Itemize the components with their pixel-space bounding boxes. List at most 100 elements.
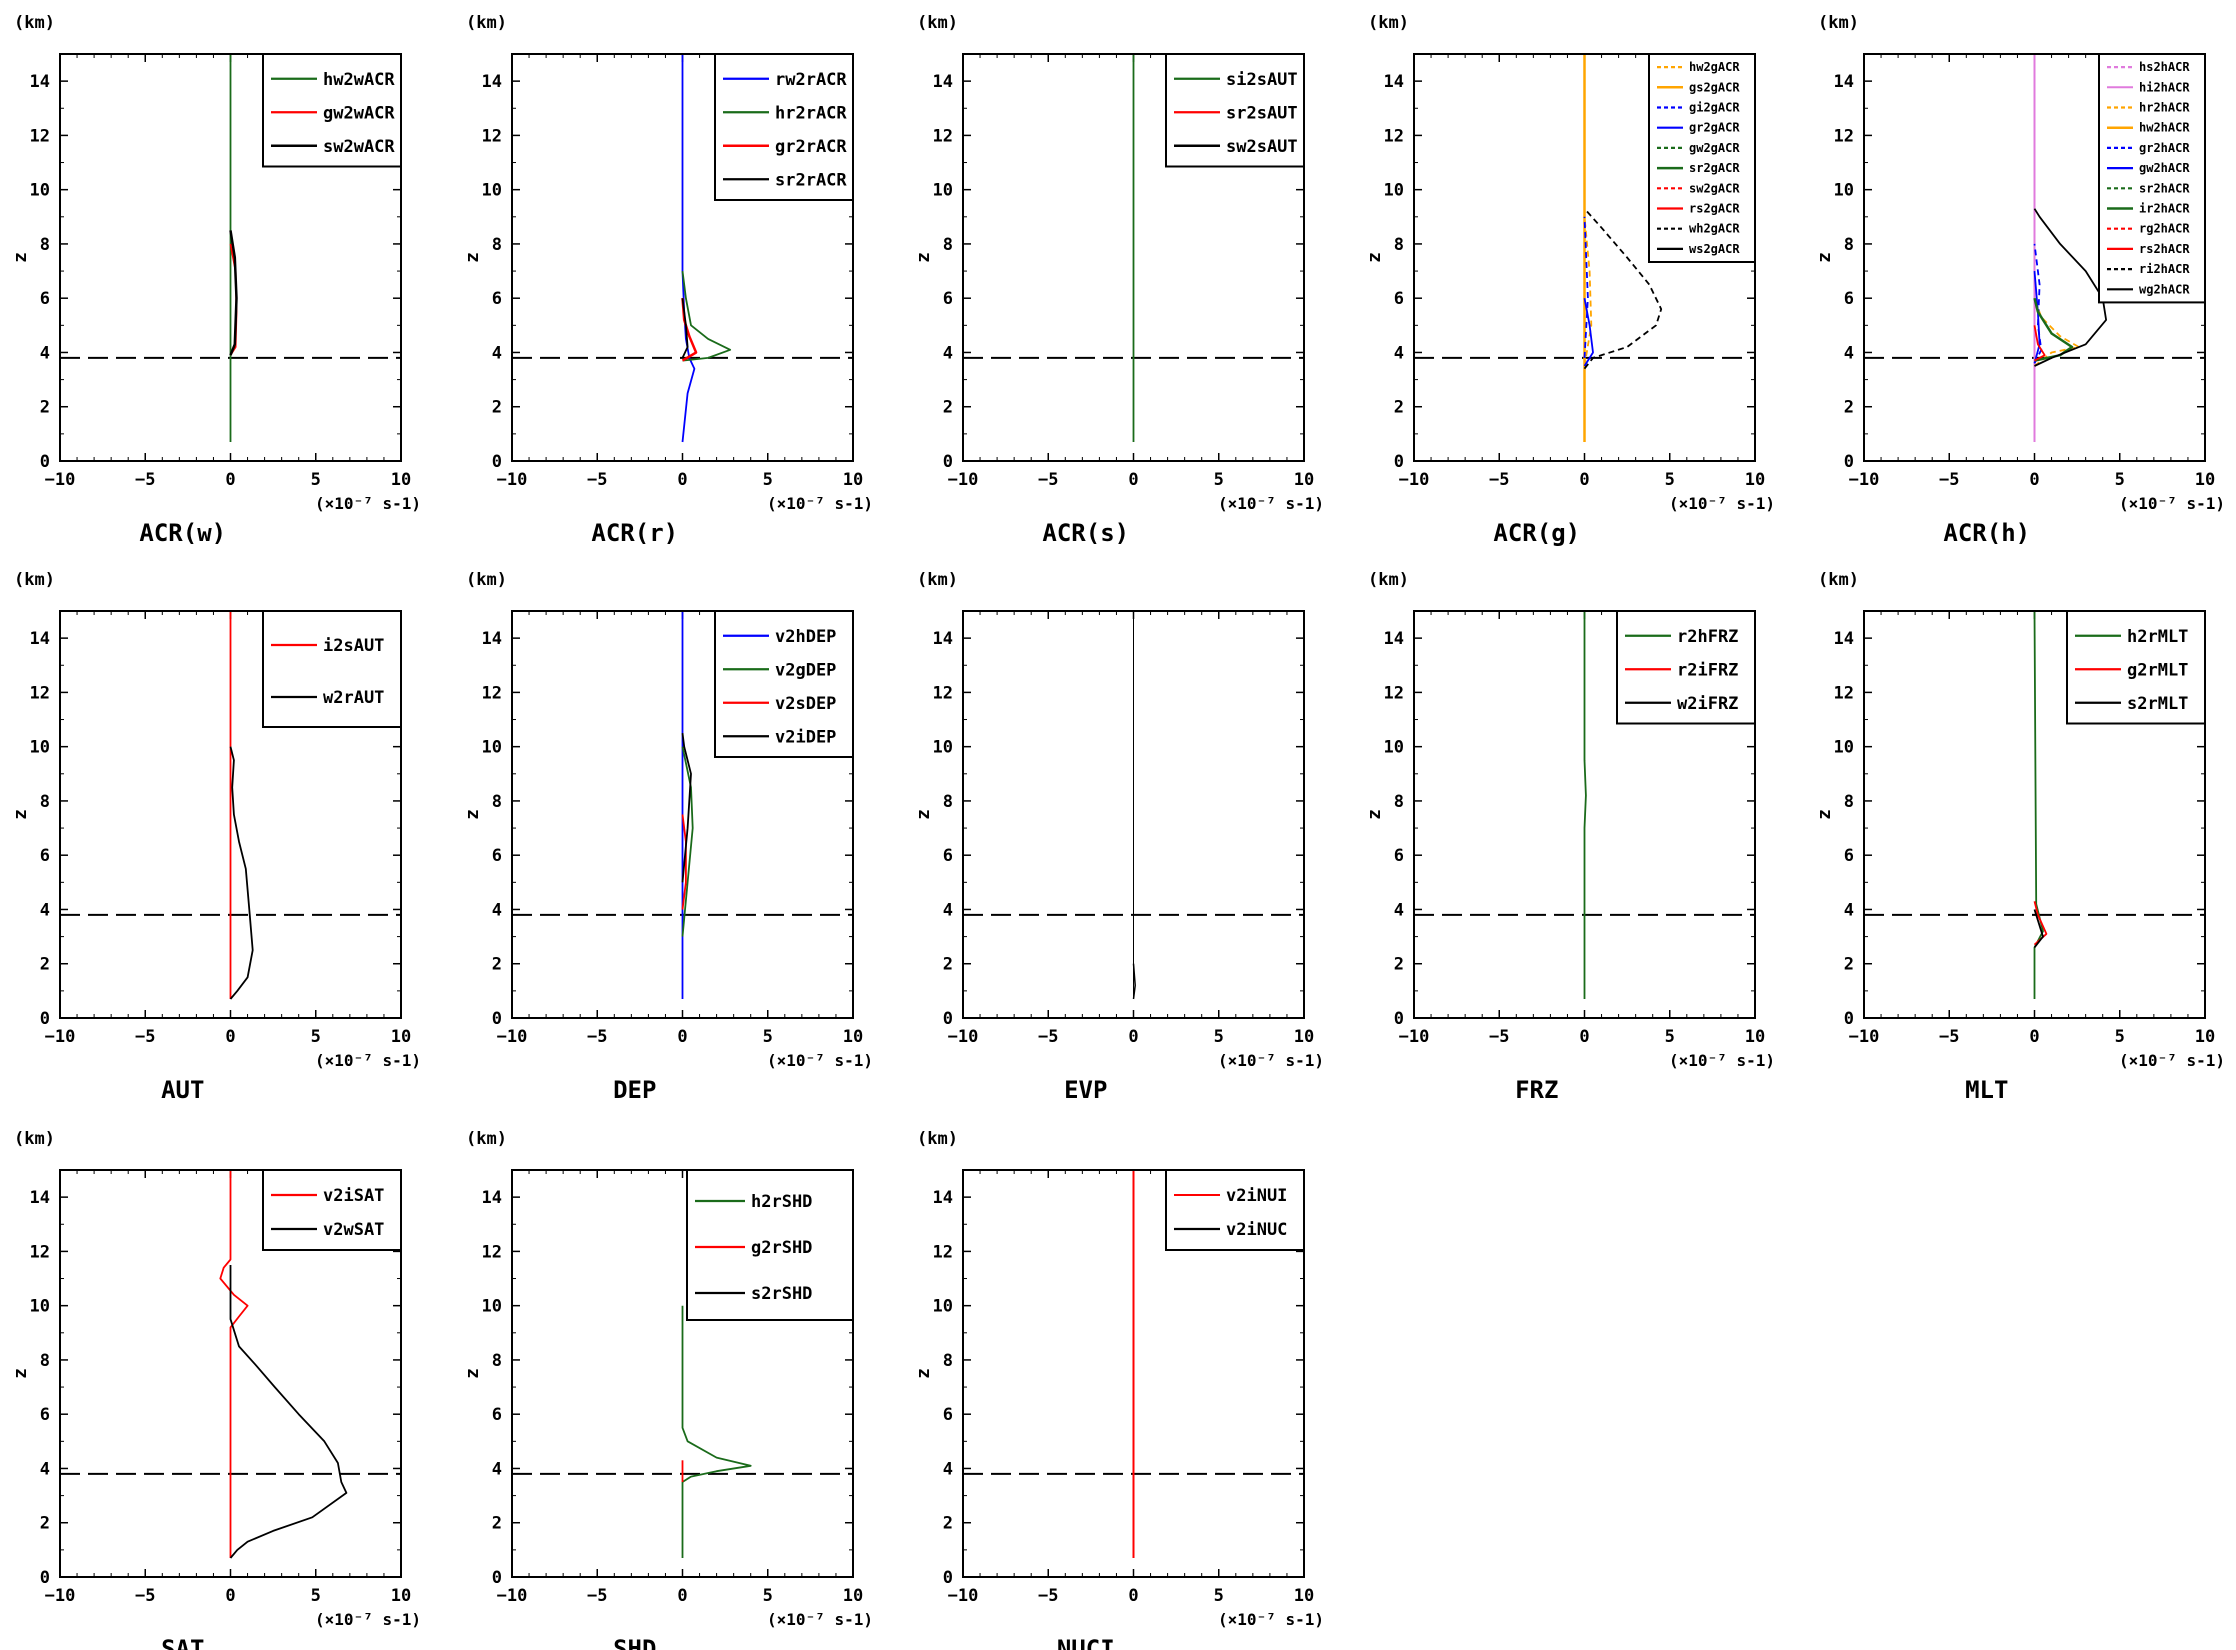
series-line-sr2rACR <box>681 298 689 359</box>
x-tick-label: 10 <box>2195 470 2215 490</box>
y-tick-label: 6 <box>40 289 50 309</box>
chart-panel-2: (km) z −10 −5 0 5 10 0 2 4 6 8 10 12 14 (×10⁻⁷ s-1) ACR(… <box>462 13 873 547</box>
y-tick-label: 12 <box>1834 126 1854 146</box>
legend-label: sr2hACR <box>2139 181 2190 195</box>
x-tick-label: 10 <box>2195 1027 2215 1047</box>
y-tick-label: 6 <box>492 1405 502 1425</box>
legend-box <box>1648 53 1756 263</box>
series-line-r2hFRZ <box>1583 611 1587 999</box>
legend-label: gi2gACR <box>1689 101 1740 115</box>
y-tick-label: 14 <box>30 629 50 649</box>
y-tick-label: 0 <box>943 452 953 472</box>
x-tick-label: 5 <box>311 470 321 490</box>
x-tick-label: 0 <box>2029 470 2039 490</box>
plot-frame <box>59 1169 402 1578</box>
y-tick-label: 4 <box>40 900 50 920</box>
legend-box <box>262 610 402 728</box>
chart-panel-9: (km) z −10 −5 0 5 10 0 2 4 6 8 10 12 14 (×10⁻⁷ s-1) FRZ r… <box>1364 570 1775 1104</box>
plot-frame <box>1413 610 1756 1019</box>
x-tick-label: −5 <box>135 470 155 490</box>
x-tick-label: 10 <box>1294 470 1314 490</box>
y-tick-label: 0 <box>492 1568 502 1588</box>
y-tick-label: 6 <box>943 289 953 309</box>
plot-frame <box>59 53 402 462</box>
plot-frame <box>511 610 854 1019</box>
series-line-v2wSAT <box>229 1265 348 1559</box>
y-tick-label: 10 <box>1384 181 1404 201</box>
legend-label: v2iSAT <box>323 1186 384 1206</box>
x-tick-label: 0 <box>677 1586 687 1606</box>
x-tick-label: −5 <box>1038 1027 1058 1047</box>
x-unit-label: (×10⁻⁷ s-1) <box>315 1610 421 1629</box>
x-tick-label: −10 <box>1849 1027 1880 1047</box>
series-line-w2rAUT <box>229 746 254 1000</box>
y-tick-label: 8 <box>40 792 50 812</box>
legend-box <box>1616 610 1756 725</box>
y-tick-label: 6 <box>943 846 953 866</box>
legend: h2rSHD g2rSHD s2rSHD <box>686 1169 854 1321</box>
legend: h2rMLT g2rMLT s2rMLT <box>2066 610 2206 725</box>
x-tick-label: −5 <box>135 1027 155 1047</box>
y-tick-label: 0 <box>1844 1009 1854 1029</box>
series-line-v2gDEP <box>681 746 694 937</box>
legend-label: rg2hACR <box>2139 222 2190 236</box>
y-tick-label: 4 <box>943 343 953 363</box>
y-tick-label: 10 <box>1834 738 1854 758</box>
y-tick-label: 10 <box>482 738 502 758</box>
legend-label: g2rSHD <box>751 1238 812 1258</box>
legend-label: sr2gACR <box>1689 161 1740 175</box>
x-tick-label: 10 <box>391 470 411 490</box>
y-tick-label: 0 <box>943 1009 953 1029</box>
y-tick-label: 10 <box>933 181 953 201</box>
x-unit-label: (×10⁻⁷ s-1) <box>2119 1051 2225 1070</box>
x-tick-label: −10 <box>497 470 528 490</box>
y-unit-label: (km) <box>14 1129 55 1149</box>
y-axis-label: z <box>462 1368 483 1379</box>
legend: v2iSAT v2wSAT <box>262 1169 402 1251</box>
x-unit-label: (×10⁻⁷ s-1) <box>1669 494 1775 513</box>
legend-label: gw2wACR <box>323 103 395 123</box>
y-unit-label: (km) <box>14 13 55 33</box>
y-tick-label: 14 <box>482 629 502 649</box>
series-line-s2rMLT <box>2033 909 2044 949</box>
legend-label: wh2gACR <box>1689 222 1740 236</box>
y-tick-label: 0 <box>492 1009 502 1029</box>
y-unit-label: (km) <box>917 570 958 590</box>
chart-title: ACR(w) <box>139 519 226 547</box>
chart-panel-7: (km) z −10 −5 0 5 10 0 2 4 6 8 10 12 14 (×10⁻⁷ s-1) DEP v… <box>462 570 873 1104</box>
y-axis-label: z <box>913 252 934 263</box>
y-tick-label: 12 <box>30 126 50 146</box>
legend-label: s2rSHD <box>751 1284 812 1304</box>
series-line-v2iDEP <box>681 732 692 883</box>
y-tick-label: 0 <box>1394 452 1404 472</box>
series-line-gw2hACR <box>2033 271 2041 364</box>
y-tick-label: 4 <box>492 900 502 920</box>
chart-panel-6: (km) z −10 −5 0 5 10 0 2 4 6 8 10 12 14 (×10⁻⁷ s-1) AUT i… <box>10 570 421 1104</box>
legend-label: sr2rACR <box>775 170 847 190</box>
y-axis-label: z <box>913 809 934 820</box>
plot-frame <box>962 1169 1305 1578</box>
x-tick-label: 5 <box>2115 1027 2125 1047</box>
x-tick-label: 0 <box>225 1027 235 1047</box>
series-line-v2iSAT <box>219 1170 249 1558</box>
legend-label: gs2gACR <box>1689 80 1740 94</box>
series-line-hr2rACR <box>681 270 732 362</box>
x-tick-label: −10 <box>497 1027 528 1047</box>
x-tick-label: −10 <box>948 1027 979 1047</box>
legend-label: sw2sAUT <box>1226 137 1298 157</box>
x-tick-label: −10 <box>948 1586 979 1606</box>
x-tick-label: 10 <box>391 1027 411 1047</box>
x-tick-label: −10 <box>1399 470 1430 490</box>
x-unit-label: (×10⁻⁷ s-1) <box>1218 1051 1324 1070</box>
chart-panel-10: (km) z −10 −5 0 5 10 0 2 4 6 8 10 12 14 (×10⁻⁷ s-1) MLT h… <box>1814 570 2225 1104</box>
y-axis-label: z <box>1364 809 1385 820</box>
y-tick-label: 8 <box>943 792 953 812</box>
y-tick-label: 2 <box>943 955 953 975</box>
x-tick-label: 10 <box>1745 1027 1765 1047</box>
y-tick-label: 14 <box>1384 629 1404 649</box>
y-tick-label: 14 <box>1834 72 1854 92</box>
legend-label: hw2gACR <box>1689 60 1740 74</box>
y-tick-label: 0 <box>40 1568 50 1588</box>
y-tick-label: 2 <box>40 955 50 975</box>
